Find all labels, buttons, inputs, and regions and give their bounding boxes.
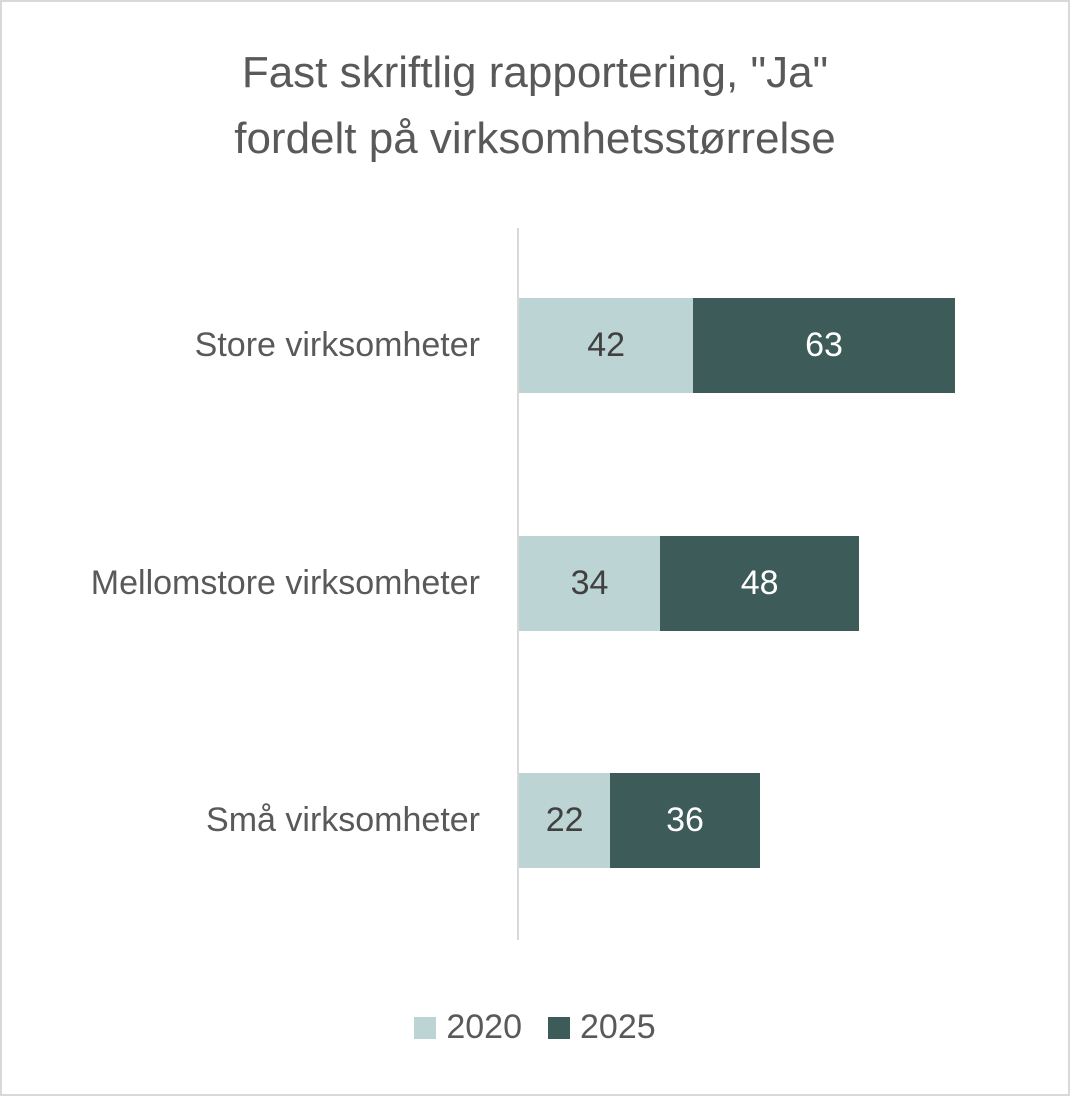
legend-swatch-2020 (414, 1016, 437, 1039)
category-label: Små virksomheter (206, 801, 480, 839)
legend-item-2020: 2020 (414, 1008, 522, 1047)
legend: 2020 2025 (0, 1008, 1070, 1047)
chart-title-line-2: fordelt på virksomhetsstørrelse (234, 114, 836, 163)
bar-segment-2020: 22 (519, 773, 611, 868)
chart-title-line-1: Fast skriftlig rapportering, "Ja" (241, 48, 829, 97)
legend-item-2025: 2025 (548, 1008, 656, 1047)
category-label: Mellomstore virksomheter (90, 564, 480, 602)
legend-label-2020: 2020 (446, 1008, 522, 1046)
bar-segment-2025: 36 (610, 773, 760, 868)
bar-segment-2020: 34 (519, 536, 661, 631)
bar-segment-2025: 48 (660, 536, 860, 631)
bar-segment-2020: 42 (519, 298, 694, 393)
legend-label-2025: 2025 (580, 1008, 656, 1046)
category-axis (517, 228, 519, 940)
chart-title: Fast skriftlig rapportering, "Ja" fordel… (0, 40, 1070, 172)
category-label: Store virksomheter (194, 326, 480, 364)
legend-swatch-2025 (548, 1016, 570, 1039)
bar-segment-2025: 63 (693, 298, 955, 393)
